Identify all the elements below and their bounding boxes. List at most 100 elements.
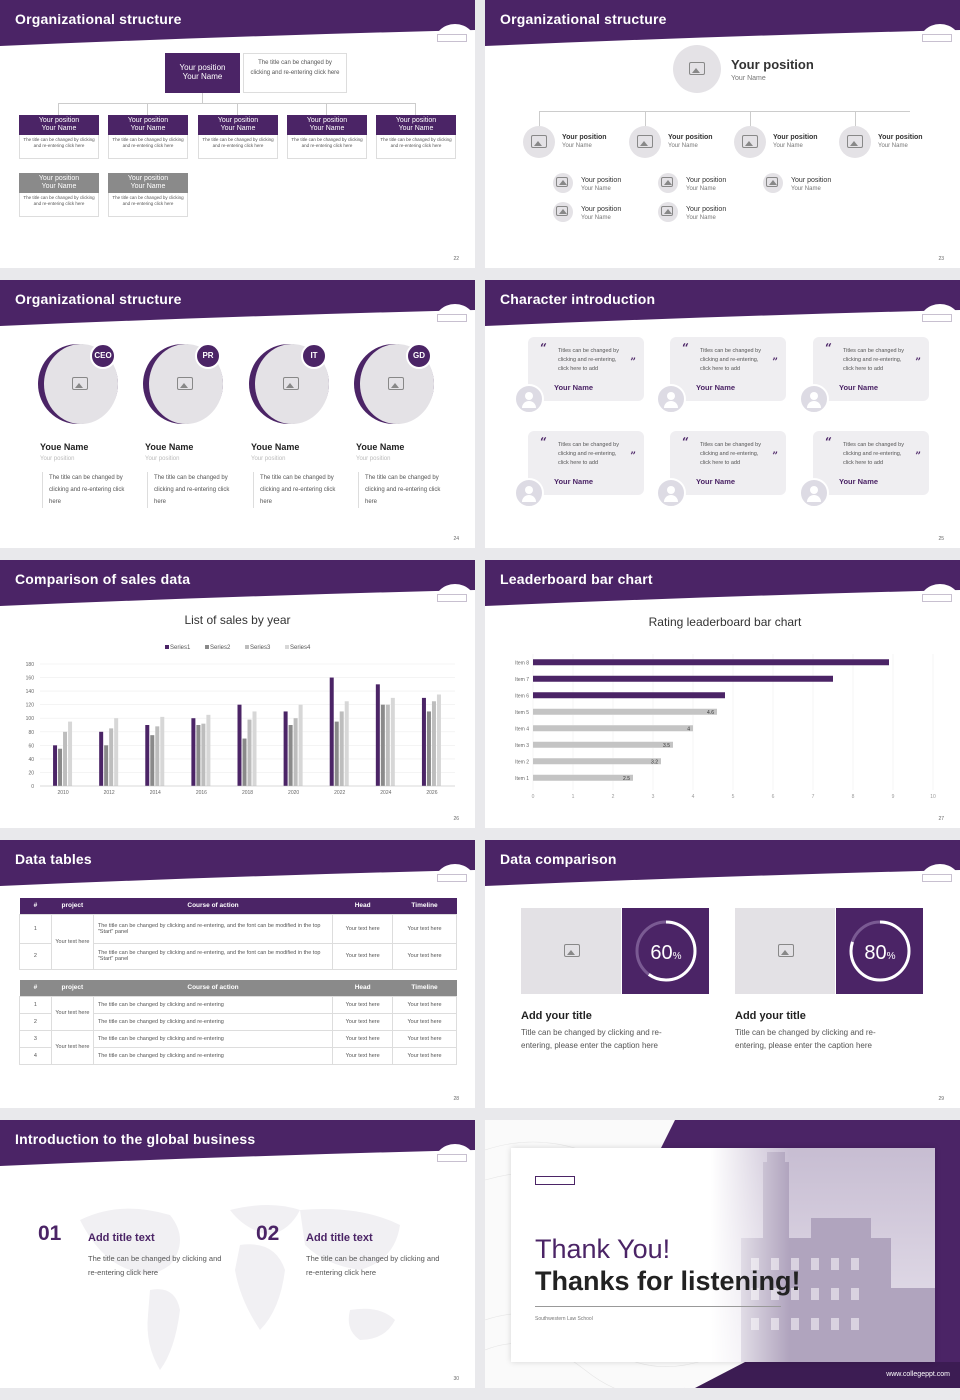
- quote-open-icon: “: [540, 341, 547, 355]
- org-box-desc: The title can be changed by clicking and…: [376, 135, 456, 159]
- y-tick-label: Item 6: [515, 693, 529, 699]
- org-top-position: Your position: [179, 63, 226, 72]
- image-icon: [564, 944, 580, 957]
- connector: [539, 111, 540, 127]
- quote-card[interactable]: “ ” Titles can be changed by clicking and …: [813, 431, 929, 495]
- data-label: 4: [687, 726, 690, 732]
- org-box[interactable]: Your position Your Name The title can be c…: [376, 115, 456, 159]
- cell: 1: [19, 995, 52, 1014]
- slide-data-tables[interactable]: Data tables # project Course of action H…: [0, 840, 475, 1108]
- top-photo-placeholder[interactable]: [673, 45, 721, 93]
- bar: [191, 718, 196, 786]
- quote-author: Your Name: [839, 477, 879, 486]
- slide-title: Organizational structure: [15, 291, 182, 307]
- org-box[interactable]: Your position Your Name The title can be c…: [19, 173, 99, 217]
- col-header: #: [33, 902, 38, 910]
- bar: [114, 718, 119, 786]
- org-box[interactable]: Your position Your Name The title can be c…: [108, 173, 188, 217]
- photo-placeholder[interactable]: [143, 344, 223, 424]
- bar: [155, 726, 160, 786]
- slide-sales-comparison[interactable]: Comparison of sales data List of sales b…: [0, 560, 475, 828]
- bar: [533, 708, 717, 715]
- position-label: Your position Your Name: [878, 134, 923, 149]
- photo-placeholder[interactable]: [658, 173, 678, 193]
- bar: [344, 701, 349, 786]
- slide-thank-you[interactable]: Thank You! Thanks for listening! Southwe…: [485, 1120, 960, 1388]
- table-row: 2 The title can be changed by clicking a…: [19, 942, 457, 970]
- page-number: 24: [453, 536, 459, 542]
- bar: [68, 721, 73, 786]
- person-desc: The title can be changed by clicking and…: [253, 472, 341, 508]
- quote-close-icon: ”: [630, 451, 636, 462]
- slide-org-structure-1[interactable]: Organizational structure Your position Y…: [0, 0, 475, 268]
- slide-leaderboard[interactable]: Leaderboard bar chart Rating leaderboard…: [485, 560, 960, 828]
- progress-ring-panel: 60%: [622, 908, 709, 994]
- quote-card[interactable]: “ ” Titles can be changed by clicking and …: [528, 431, 644, 495]
- bar: [380, 704, 385, 786]
- x-tick-label: 2016: [196, 790, 207, 796]
- org-top-box[interactable]: Your position Your Name: [165, 53, 240, 93]
- x-tick-label: 2020: [288, 790, 299, 796]
- x-tick-label: 10: [930, 794, 936, 800]
- connector: [855, 111, 856, 127]
- photo-placeholder[interactable]: [658, 202, 678, 222]
- org-box[interactable]: Your position Your Name The title can be c…: [108, 115, 188, 159]
- x-tick-label: 2026: [426, 790, 437, 796]
- org-box-header: Your position Your Name: [108, 115, 188, 135]
- y-tick-label: 120: [26, 703, 35, 709]
- slide-org-structure-2[interactable]: Organizational structure Your position Yo…: [485, 0, 960, 268]
- slide-title: Character introduction: [500, 291, 656, 307]
- slide-data-comparison[interactable]: Data comparison 60% Add your title Title c…: [485, 840, 960, 1108]
- slide-title: Organizational structure: [15, 11, 182, 27]
- slide-global-business[interactable]: Introduction to the global business 01 Ad…: [0, 1120, 475, 1388]
- image-icon: [72, 377, 88, 390]
- photo-placeholder[interactable]: [523, 126, 555, 158]
- slide-character-introduction[interactable]: Character introduction “ ” Titles can be c…: [485, 280, 960, 548]
- org-box[interactable]: Your position Your Name The title can be c…: [198, 115, 278, 159]
- position-label: Your position Your Name: [791, 177, 832, 192]
- col-header: Timeline: [411, 902, 438, 910]
- quote-card[interactable]: “ ” Titles can be changed by clicking and …: [528, 337, 644, 401]
- x-tick-label: 5: [732, 794, 735, 800]
- item-desc: Title can be changed by clicking and re-…: [521, 1028, 662, 1050]
- bar: [436, 694, 441, 786]
- website-link[interactable]: www.collegeppt.com: [886, 1371, 950, 1378]
- image-placeholder[interactable]: [735, 908, 835, 994]
- bar: [533, 692, 725, 699]
- quote-card[interactable]: “ ” Titles can be changed by clicking and …: [670, 337, 786, 401]
- connector: [540, 111, 910, 112]
- photo-placeholder[interactable]: [734, 126, 766, 158]
- slide-org-structure-3[interactable]: Organizational structure CEO Youe Name You…: [0, 280, 475, 548]
- page-number: 23: [938, 256, 944, 262]
- photo-placeholder[interactable]: [553, 202, 573, 222]
- bar: [206, 714, 211, 786]
- col-header: Head: [354, 984, 371, 992]
- photo-placeholder[interactable]: [629, 126, 661, 158]
- quote-card[interactable]: “ ” Titles can be changed by clicking and …: [670, 431, 786, 495]
- quote-text: Titles can be changed by clicking and re…: [558, 442, 619, 466]
- person-desc: The title can be changed by clicking and…: [42, 472, 130, 508]
- photo-placeholder[interactable]: [553, 173, 573, 193]
- image-placeholder[interactable]: [521, 908, 621, 994]
- bar: [298, 704, 303, 786]
- x-tick-label: 2012: [104, 790, 115, 796]
- quote-card[interactable]: “ ” Titles can be changed by clicking and …: [813, 337, 929, 401]
- org-box[interactable]: Your position Your Name The title can be c…: [287, 115, 367, 159]
- quote-open-icon: “: [682, 435, 689, 449]
- avatar: [799, 478, 829, 508]
- org-box[interactable]: Your position Your Name The title can be c…: [19, 115, 99, 159]
- col-header: Head: [354, 902, 371, 910]
- data-table-1: # project Course of action Head Timeline…: [19, 898, 457, 970]
- photo-placeholder[interactable]: [763, 173, 783, 193]
- slide-title: Comparison of sales data: [15, 571, 191, 587]
- bar: [533, 741, 673, 748]
- cell: 4: [19, 1046, 52, 1065]
- bar: [334, 721, 339, 786]
- bar: [426, 711, 431, 786]
- slide-title: Data tables: [15, 851, 92, 867]
- person-position: Your position: [145, 456, 180, 462]
- chart-title: List of sales by year: [184, 613, 291, 627]
- photo-placeholder[interactable]: [839, 126, 871, 158]
- quote-author: Your Name: [696, 477, 736, 486]
- cell: Your text here: [392, 1029, 457, 1048]
